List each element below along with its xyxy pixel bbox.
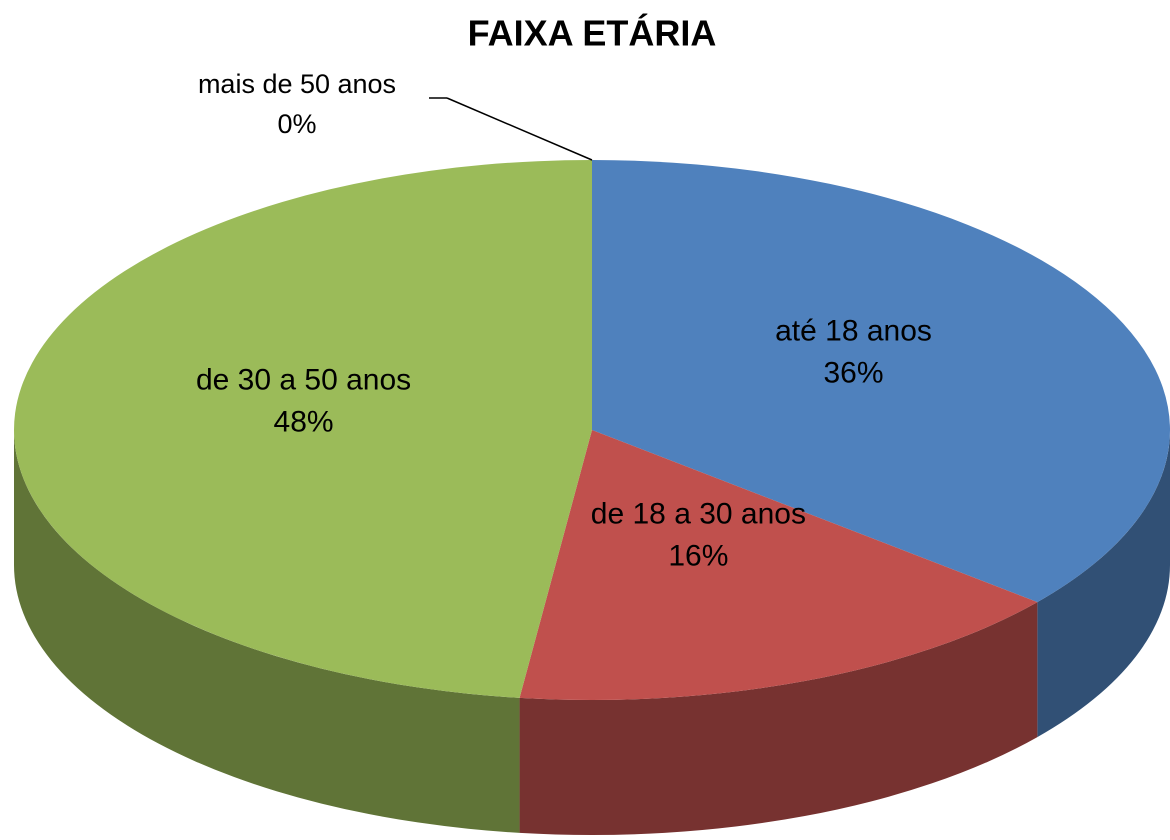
data-label-name: mais de 50 anos [198,69,396,99]
slice [13,160,593,698]
slice-side [1037,430,1170,738]
data-label-value: 16% [668,539,728,572]
data-label-value: 0% [277,109,316,139]
slice [519,430,1038,700]
chart-title: FAIXA ETÁRIA [468,13,717,54]
data-label-value: 48% [274,405,334,438]
slice [592,160,1170,603]
data-label-name: de 18 a 30 anos [591,497,806,530]
data-label-name: até 18 anos [775,314,932,347]
data-label-name: de 30 a 50 anos [196,363,411,396]
data-label-value: 36% [823,356,883,389]
leader-line [446,97,593,161]
slice-side [519,602,1038,836]
slice-side [14,430,520,833]
